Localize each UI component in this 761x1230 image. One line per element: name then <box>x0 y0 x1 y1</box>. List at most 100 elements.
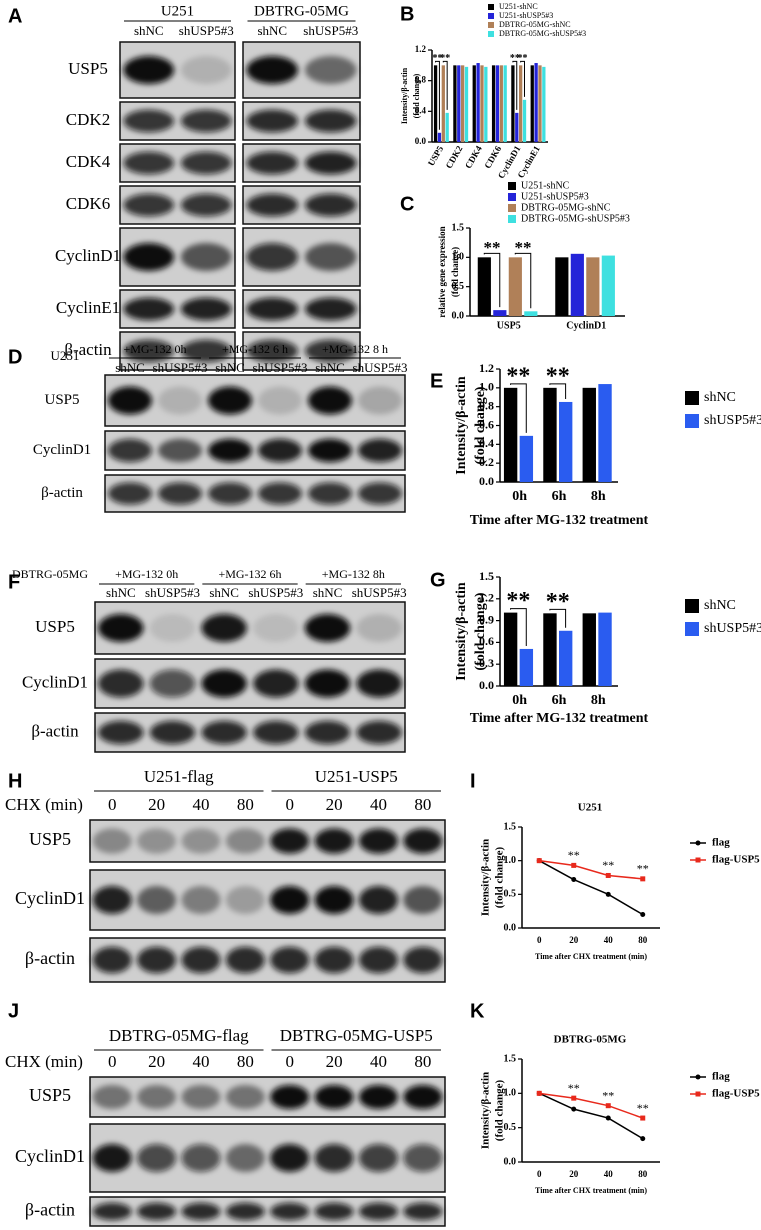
band <box>314 886 354 914</box>
y-tick-label: 1.0 <box>452 252 465 263</box>
band <box>181 1144 221 1172</box>
band <box>201 669 247 698</box>
band <box>314 828 354 854</box>
band <box>270 1085 310 1109</box>
legend-swatch <box>685 599 699 613</box>
row-label: CDK6 <box>66 194 110 213</box>
band <box>225 1202 265 1221</box>
series-line <box>538 1092 644 1140</box>
lane-label: 80 <box>237 795 254 814</box>
significance-bracket <box>483 252 501 308</box>
band <box>92 1085 132 1109</box>
x-tick-label: 20 <box>569 935 579 945</box>
x-tick-label: CDK2 <box>444 144 465 171</box>
band <box>108 386 152 415</box>
lane-label: 80 <box>414 1052 431 1071</box>
legend-label: flag <box>712 837 730 849</box>
lane-label: shUSP5#3 <box>352 585 407 600</box>
band <box>305 56 357 84</box>
lane-label: 40 <box>192 1052 209 1071</box>
band <box>358 886 398 914</box>
bar <box>503 387 518 482</box>
significance-bracket <box>514 252 532 309</box>
panel-letter: F <box>8 571 20 593</box>
y-axis-label: (fold change) <box>473 592 488 671</box>
group-label: +MG-132 0h <box>115 567 178 581</box>
legend-label: DBTRG-05MG-shUSP5#3 <box>499 29 586 38</box>
y-tick-label: 0.0 <box>415 136 427 146</box>
band <box>225 1144 265 1172</box>
bar <box>476 63 480 142</box>
group-label: +MG-132 6 h <box>222 342 288 356</box>
point <box>605 1115 611 1121</box>
band <box>181 1202 221 1221</box>
band <box>149 720 196 745</box>
row-label: CyclinD1 <box>22 672 88 691</box>
band <box>225 828 265 854</box>
band <box>180 151 232 175</box>
band <box>270 1202 310 1221</box>
significance-label: ** <box>568 1081 580 1095</box>
lane-label: shNC <box>209 585 239 600</box>
bar <box>586 257 600 316</box>
legend-swatch <box>508 215 516 223</box>
band <box>304 669 351 698</box>
band <box>253 669 299 698</box>
bar <box>524 311 538 316</box>
band <box>253 614 299 642</box>
lane-label: shUSP5#3 <box>153 360 208 375</box>
bar <box>437 132 442 142</box>
blot-strip <box>104 474 406 513</box>
legend-swatch <box>488 22 494 28</box>
bar <box>508 257 522 316</box>
chart-title: U251 <box>578 802 602 814</box>
band <box>246 297 298 321</box>
bar <box>503 612 518 686</box>
y-tick-label: 1.0 <box>504 1088 517 1099</box>
significance-label: ** <box>506 363 530 389</box>
lane-label: shUSP5#3 <box>248 585 303 600</box>
legend-label: shNC <box>704 390 736 405</box>
bar <box>598 384 612 482</box>
bar <box>441 65 445 142</box>
bar <box>570 253 584 316</box>
band <box>137 828 177 854</box>
band <box>246 193 298 217</box>
row-label: USP5 <box>44 392 79 408</box>
bar <box>457 65 461 142</box>
bar <box>598 612 612 686</box>
x-tick-label: 20 <box>569 1169 579 1179</box>
row-label: USP5 <box>35 617 75 636</box>
panel-letter: J <box>8 1000 19 1022</box>
panel-letter: A <box>8 5 22 27</box>
significance-label: ** <box>518 53 528 64</box>
band <box>123 243 175 271</box>
row-label: β-actin <box>25 948 75 968</box>
legend-label: flag <box>712 1071 730 1083</box>
lane-label: shUSP5#3 <box>145 585 200 600</box>
band <box>181 946 221 974</box>
band <box>92 886 132 914</box>
legend-label: DBTRG-05MG-shUSP5#3 <box>521 213 630 224</box>
band <box>356 669 402 698</box>
bar <box>477 257 491 316</box>
band <box>246 151 298 175</box>
point <box>605 872 611 878</box>
band <box>314 1144 354 1172</box>
band <box>158 438 202 463</box>
significance-label: ** <box>602 858 614 872</box>
point <box>571 877 577 883</box>
lane-label: 20 <box>148 795 165 814</box>
band <box>98 614 144 642</box>
band <box>358 386 402 415</box>
bar <box>484 66 488 142</box>
band <box>123 193 175 217</box>
legend-label: DBTRG-05MG-shNC <box>499 20 571 29</box>
lane-title: CHX (min) <box>5 1052 83 1071</box>
significance-bracket <box>549 383 567 399</box>
series-line <box>539 1092 644 1119</box>
band <box>356 614 402 642</box>
row-label: USP5 <box>68 59 108 78</box>
band <box>403 886 443 914</box>
band <box>92 946 132 974</box>
